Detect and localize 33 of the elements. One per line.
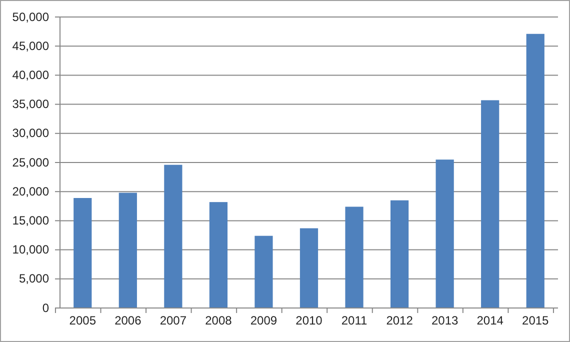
y-tick-label: 0 [42, 300, 50, 315]
y-tick-label: 45,000 [12, 38, 50, 53]
y-tick-label: 25,000 [12, 155, 50, 170]
y-tick-label: 20,000 [12, 184, 50, 198]
x-tick-label: 2011 [341, 314, 368, 328]
bar [390, 200, 409, 308]
y-tick-label: 50,000 [12, 10, 50, 24]
bar [74, 198, 92, 308]
bar [164, 164, 182, 308]
bar [209, 202, 228, 308]
y-tick-label: 5,000 [18, 272, 50, 286]
bar [300, 228, 318, 308]
x-tick-label: 2005 [69, 314, 96, 328]
x-tick-label: 2015 [522, 314, 550, 328]
x-tick-label: 2008 [205, 314, 232, 328]
x-tick-label: 2006 [114, 314, 142, 328]
y-tick-label: 15,000 [12, 214, 50, 228]
x-tick-label: 2014 [476, 314, 504, 328]
y-tick-label: 35,000 [12, 97, 50, 112]
bar [481, 100, 500, 308]
x-tick-label: 2012 [386, 314, 414, 328]
y-tick-label: 30,000 [12, 126, 50, 140]
x-tick-label: 2013 [431, 314, 458, 328]
x-tick-label: 2007 [160, 314, 187, 328]
bar [345, 206, 364, 308]
x-tick-label: 2010 [296, 314, 323, 328]
bar [254, 236, 273, 308]
y-tick-label: 10,000 [12, 242, 50, 257]
bar [526, 34, 544, 308]
bar [436, 160, 454, 308]
bar [118, 192, 137, 308]
x-tick-label: 2009 [250, 314, 278, 328]
y-tick-label: 40,000 [12, 68, 50, 82]
